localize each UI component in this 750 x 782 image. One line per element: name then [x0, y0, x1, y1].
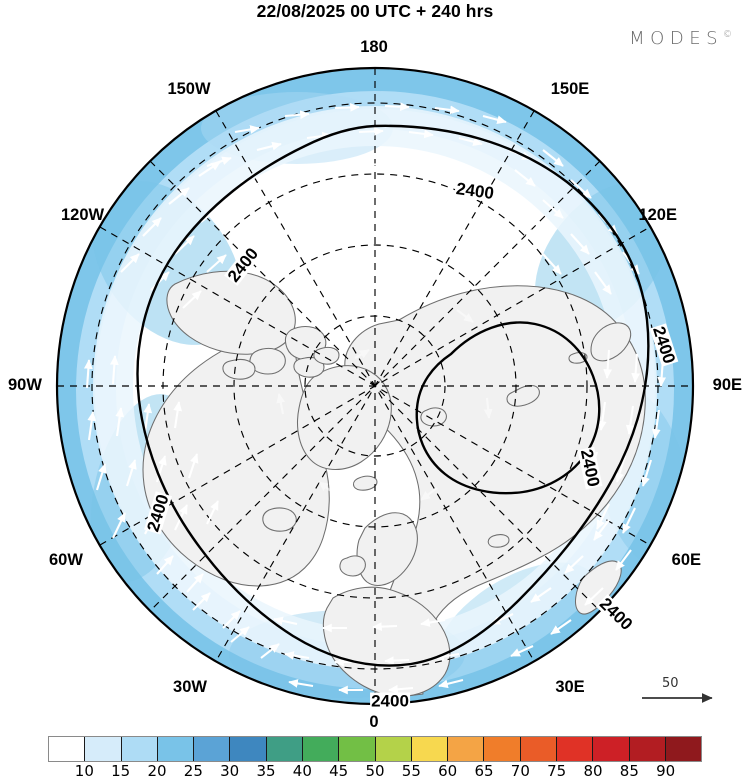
colorbar-cell[interactable]: [484, 737, 521, 761]
wind-vector-scale: 50: [640, 676, 726, 714]
colorbar-tick-label: 10: [74, 762, 94, 780]
colorbar-cell[interactable]: [556, 737, 594, 761]
page-title: 22/08/2025 00 UTC + 240 hrs: [256, 1, 494, 21]
copyright-icon: ©: [723, 30, 732, 40]
longitude-label-120w: 120W: [61, 206, 105, 224]
longitude-label-150w: 150W: [167, 80, 211, 98]
british-isles-landmass: [339, 555, 366, 577]
modes-logo: MODES©: [629, 28, 732, 49]
vector-scale-arrow-icon: [642, 693, 713, 703]
colorbar-tick-label: 55: [401, 762, 421, 780]
colorbar-tick-label: 25: [183, 762, 203, 780]
vector-scale-value: 50: [662, 676, 679, 691]
colorbar-tick-label: 85: [619, 762, 639, 780]
longitude-label-0: 0: [369, 713, 379, 731]
colorbar-cell[interactable]: [629, 737, 666, 761]
inner-2400-contour: [415, 321, 601, 495]
colorbar-cell[interactable]: [593, 737, 630, 761]
longitude-label-90w: 90W: [8, 376, 42, 394]
globe-content: [57, 68, 693, 704]
colorbar-cell[interactable]: [49, 737, 86, 761]
colorbar-cell[interactable]: [194, 737, 231, 761]
longitude-label-90e: 90E: [712, 376, 742, 394]
outer-2400-contour: [136, 124, 650, 667]
longitude-label-180: 180: [360, 38, 388, 56]
iceland-landmass: [262, 507, 297, 532]
colorbar-tick-label: 70: [510, 762, 530, 780]
polar-map[interactable]: 2400 2400 2400 2400 2400 2400 2400: [47, 58, 703, 714]
wind-vectors: [83, 102, 667, 695]
colorbar-cell[interactable]: [266, 737, 303, 761]
colorbar-tick-label: 45: [329, 762, 349, 780]
colorbar-cell[interactable]: [302, 737, 340, 761]
colorbar-cell[interactable]: [339, 737, 376, 761]
colorbar-cell[interactable]: [520, 737, 557, 761]
longitude-label-30e: 30E: [555, 678, 585, 696]
colorbar-cell[interactable]: [411, 737, 449, 761]
longitude-label-30w: 30W: [173, 678, 207, 696]
colorbar-tick-label: 80: [583, 762, 603, 780]
colorbar-cell[interactable]: [157, 737, 195, 761]
colorbar-cell[interactable]: [665, 737, 702, 761]
colorbar-ticks: 10 15 20 25 30 35 40 45 50 55 60 65 70 75 80 85 90: [48, 762, 702, 782]
colorbar-tick-label: 40: [292, 762, 312, 780]
colorbar-tick-label: 30: [220, 762, 240, 780]
kamchatka-landmass: [590, 322, 632, 362]
colorbar-cell[interactable]: [85, 737, 122, 761]
colorbar-cell[interactable]: [121, 737, 158, 761]
colorbar-tick-label: 75: [547, 762, 567, 780]
colorbar-tick-label: 60: [438, 762, 458, 780]
greenland-landmass: [297, 365, 392, 471]
colorbar-tick-label: 90: [656, 762, 676, 780]
longitude-label-60w: 60W: [49, 551, 83, 569]
colorbar-tick-label: 20: [147, 762, 167, 780]
colorbar[interactable]: [48, 736, 702, 762]
colorbar-cell[interactable]: [448, 737, 485, 761]
height-contours: [136, 124, 650, 667]
colorbar-cell[interactable]: [230, 737, 267, 761]
colorbar-tick-label: 65: [474, 762, 494, 780]
colorbar-cell[interactable]: [375, 737, 412, 761]
scandinavia-landmass: [356, 512, 418, 587]
logo-text: MODES: [629, 28, 723, 49]
longitude-label-120e: 120E: [638, 206, 677, 224]
colorbar-tick-label: 35: [256, 762, 276, 780]
longitude-label-150e: 150E: [550, 80, 590, 98]
colorbar-tick-label: 15: [111, 762, 131, 780]
colorbar-tick-label: 50: [365, 762, 385, 780]
map-canvas[interactable]: [47, 58, 703, 714]
longitude-label-60e: 60E: [671, 551, 701, 569]
